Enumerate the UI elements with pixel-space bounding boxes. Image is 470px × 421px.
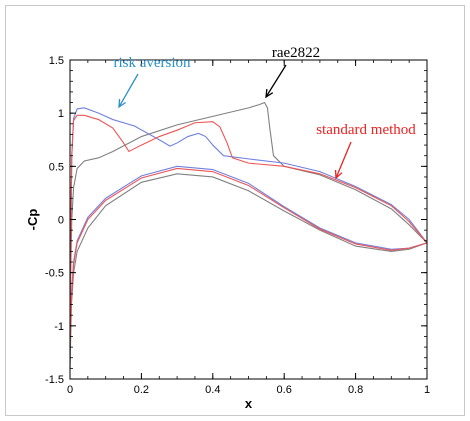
- y-tick-label: 1.5: [49, 55, 64, 67]
- y-tick-label: -1.5: [45, 374, 64, 386]
- y-tick-label: -0.5: [45, 268, 64, 280]
- y-tick-label: 0.5: [49, 161, 64, 173]
- y-axis-label: -Cp: [25, 209, 40, 231]
- x-tick-label: 0.8: [348, 384, 363, 396]
- chart-border: [5, 5, 465, 416]
- arrowhead: [118, 98, 126, 109]
- y-tick-label: 0: [58, 215, 64, 227]
- x-tick-label: 0: [67, 384, 73, 396]
- annotation-risk-aversion-label: risk aversion: [113, 55, 191, 71]
- x-tick-label: 0.6: [277, 384, 292, 396]
- annotation-standard-method-label: standard method: [316, 122, 416, 138]
- series-standard-method-lower: [69, 167, 428, 348]
- x-tick-label: 0.4: [205, 384, 220, 396]
- y-tick-label: 1: [58, 108, 64, 120]
- x-axis-label: x: [245, 396, 253, 411]
- series-standard-method-upper: [69, 114, 428, 348]
- series-rae2822-upper: [69, 101, 428, 369]
- arrowhead: [265, 88, 274, 99]
- x-tick-label: 1: [424, 384, 430, 396]
- annotation-standard-method: standard method: [316, 122, 416, 180]
- series-rae2822-lower: [69, 173, 428, 369]
- x-tick-label: 0.2: [134, 384, 149, 396]
- arrowhead: [334, 169, 343, 180]
- tick-layer: 0 0.2 0.4 0.6 0.8 1 1.5 1 0.5 0 -0.5 -1 -1.5: [45, 55, 430, 396]
- series-layer: [69, 101, 428, 369]
- y-tick-label: -1: [54, 321, 64, 333]
- annotation-risk-aversion-arrow: [118, 73, 139, 108]
- annotation-risk-aversion: risk aversion: [113, 55, 191, 109]
- annotation-rae2822-label: rae2822: [272, 45, 320, 61]
- annotation-standard-method-arrow: [335, 141, 352, 179]
- annotation-rae2822: rae2822: [265, 45, 320, 99]
- annotation-rae2822-arrow: [265, 64, 287, 98]
- series-risk-aversion-upper: [69, 107, 428, 337]
